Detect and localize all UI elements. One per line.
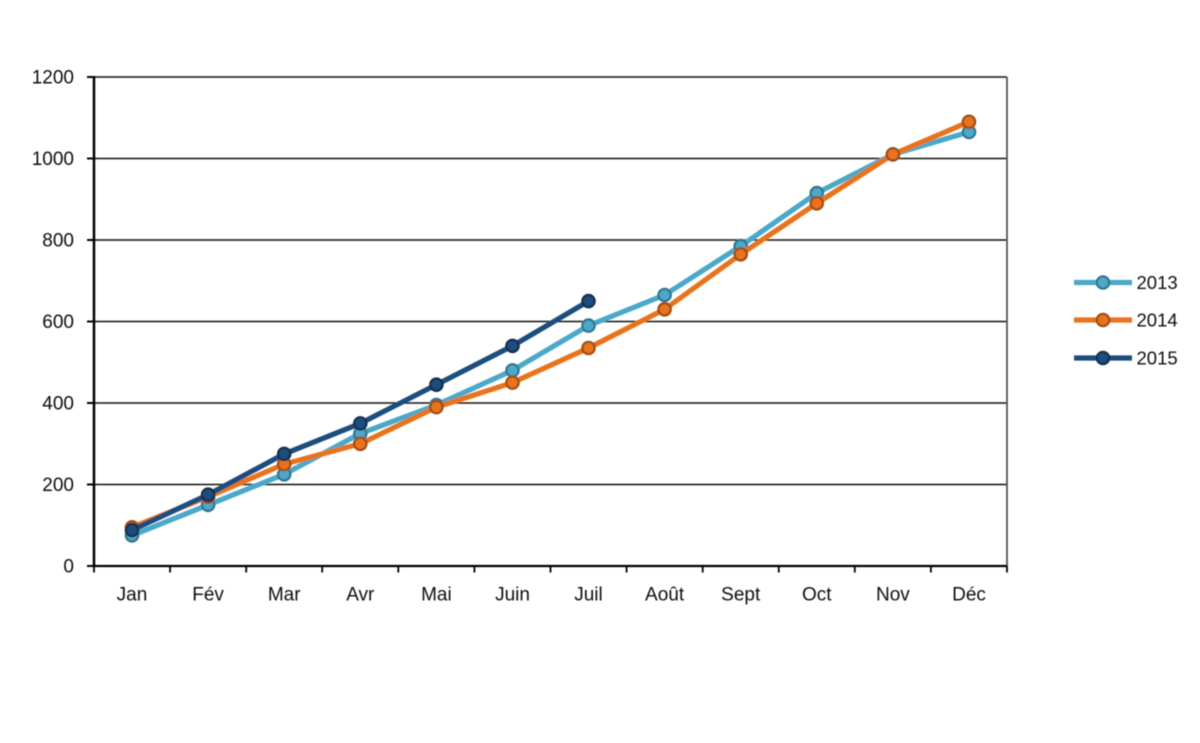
svg-text:Fév: Fév [192, 585, 224, 606]
svg-text:Mai: Mai [421, 585, 452, 606]
svg-text:Nov: Nov [876, 585, 910, 606]
svg-text:600: 600 [42, 312, 74, 333]
svg-text:1200: 1200 [32, 68, 74, 89]
svg-text:Juin: Juin [495, 585, 530, 606]
svg-text:400: 400 [42, 394, 74, 415]
svg-text:1000: 1000 [32, 149, 74, 170]
svg-text:Déc: Déc [952, 585, 986, 606]
svg-text:Mar: Mar [268, 585, 301, 606]
svg-text:800: 800 [42, 231, 74, 252]
svg-text:Avr: Avr [346, 585, 375, 606]
svg-text:0: 0 [63, 557, 74, 578]
svg-text:200: 200 [42, 475, 74, 496]
svg-text:2014: 2014 [1137, 310, 1178, 331]
svg-text:Oct: Oct [802, 585, 832, 606]
svg-text:Jan: Jan [117, 585, 148, 606]
svg-text:2015: 2015 [1137, 348, 1178, 369]
svg-text:Août: Août [645, 585, 685, 606]
svg-text:2013: 2013 [1137, 272, 1178, 293]
svg-text:Juil: Juil [574, 585, 603, 606]
svg-text:Sept: Sept [721, 585, 761, 606]
